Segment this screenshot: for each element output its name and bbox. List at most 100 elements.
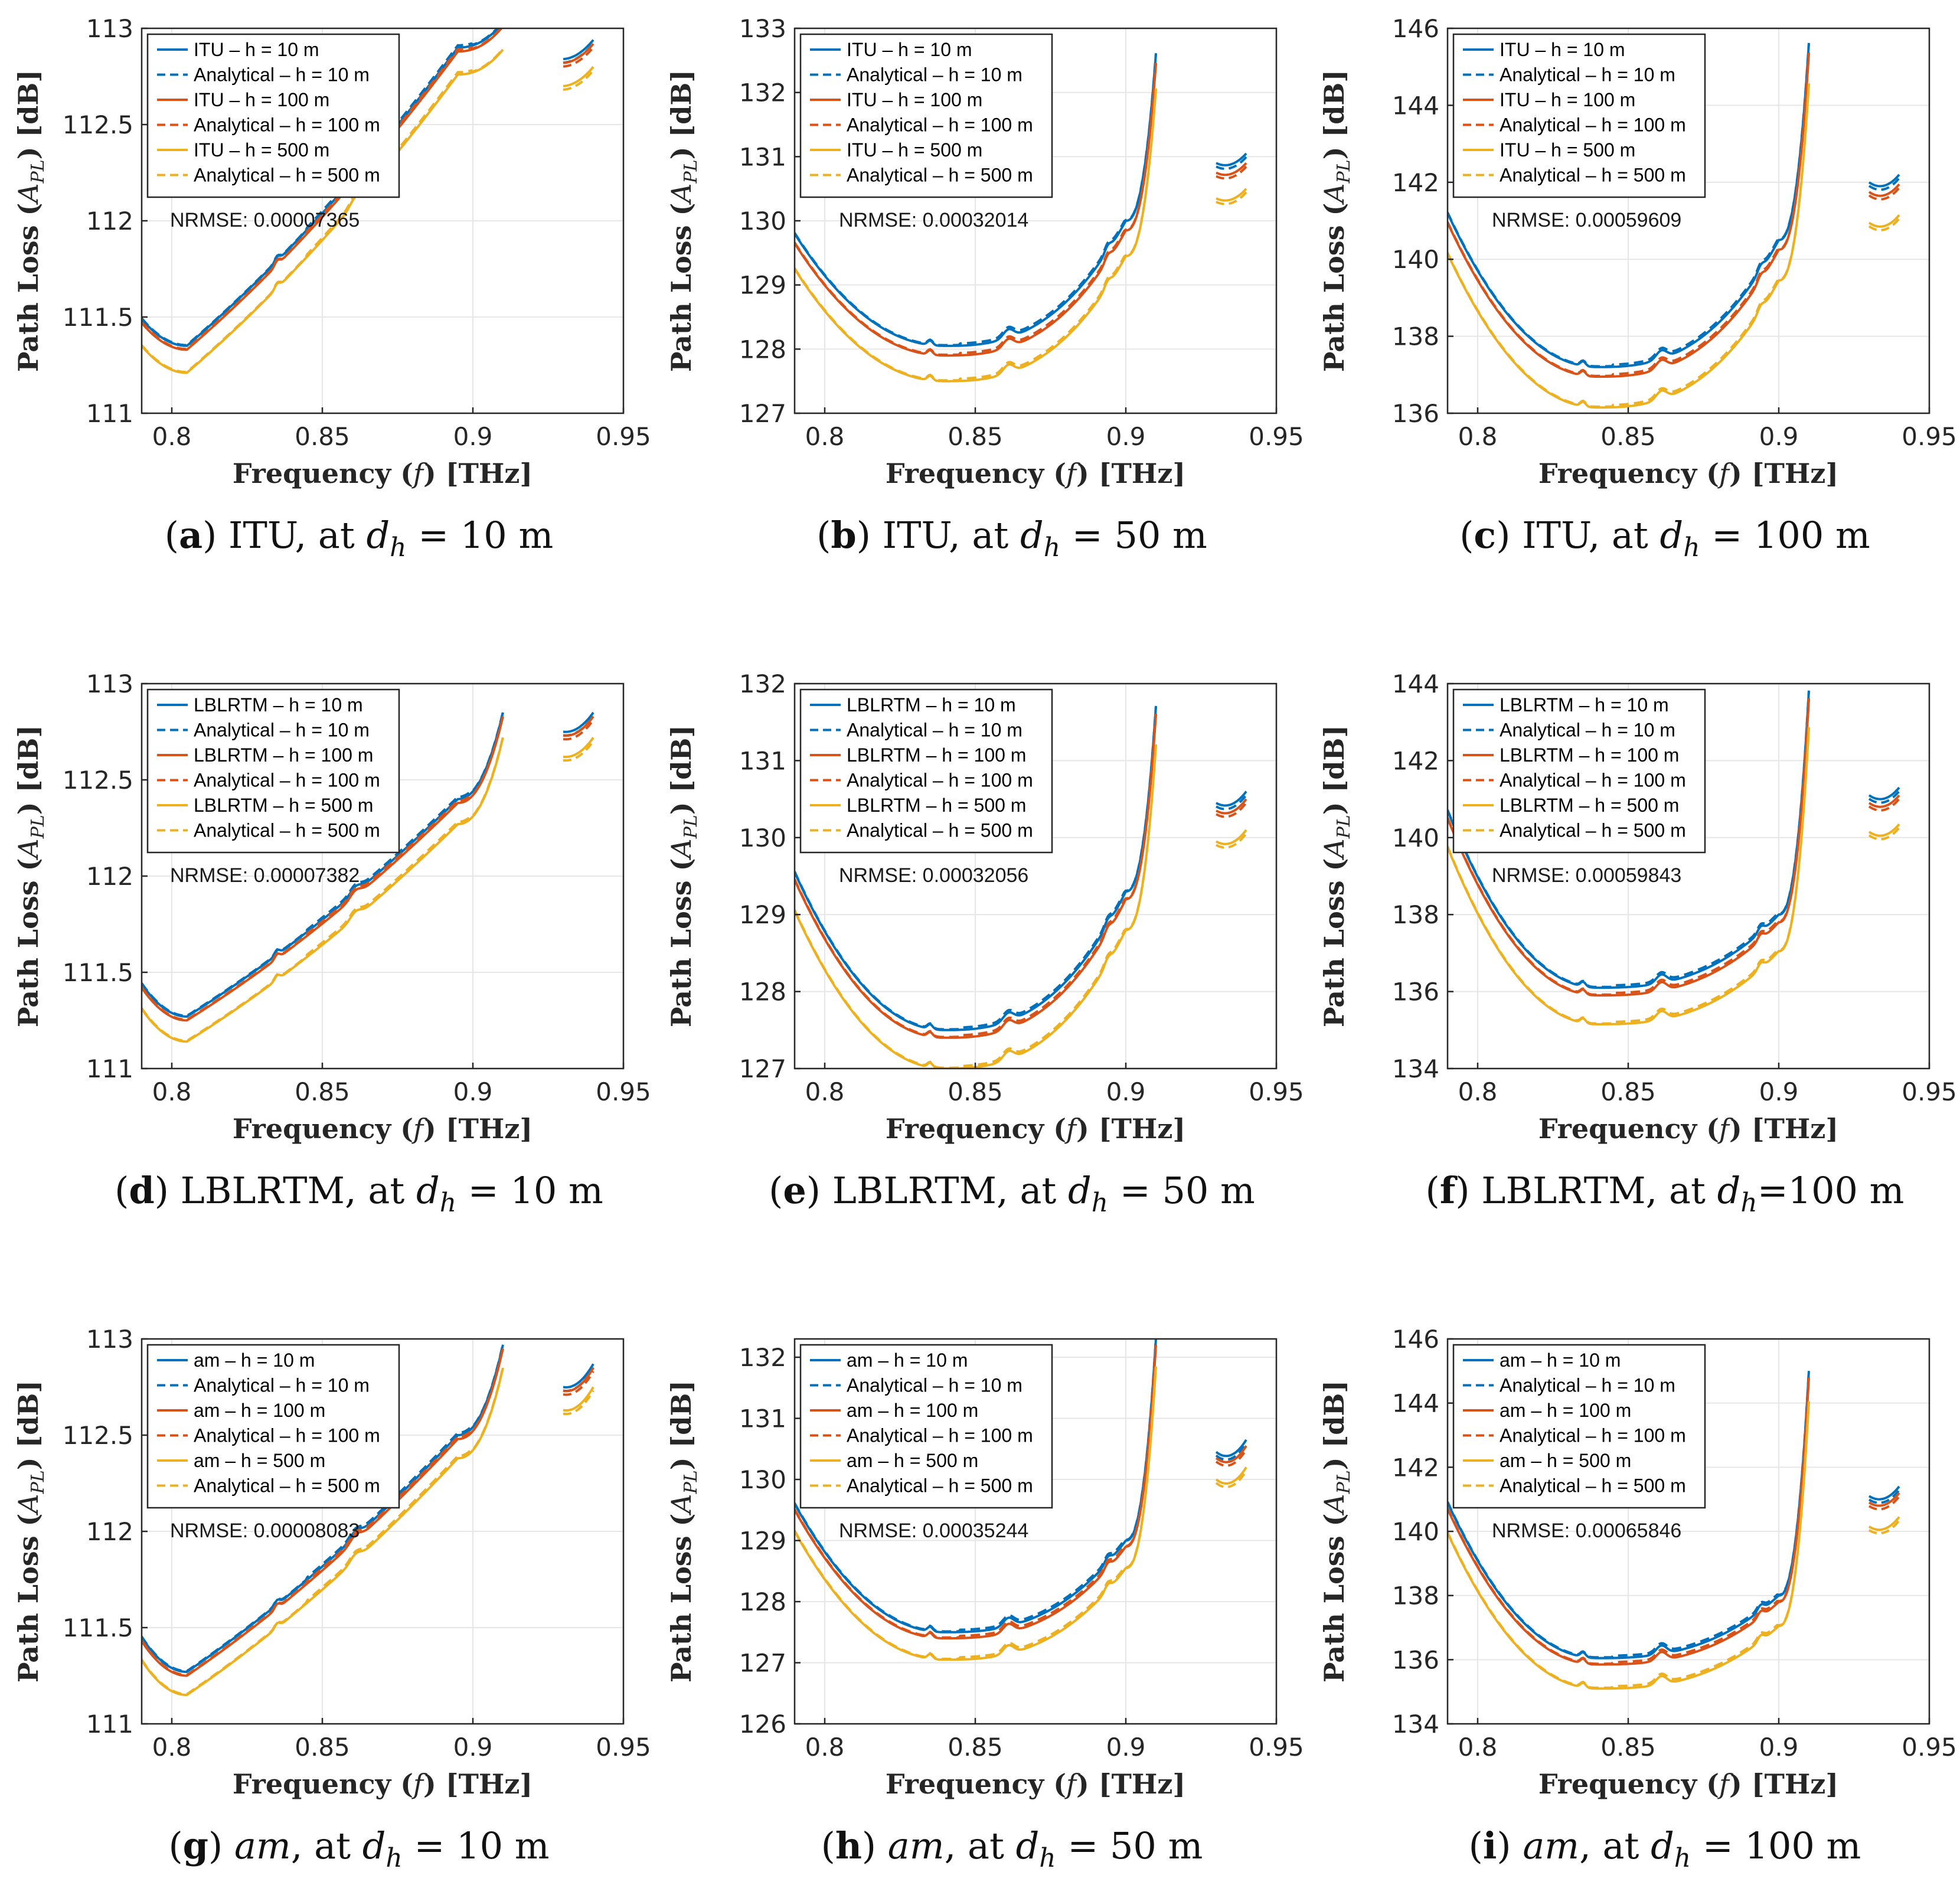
x-tick-label: 0.9 xyxy=(1759,1733,1799,1762)
x-tick-label: 0.9 xyxy=(1106,1733,1146,1762)
series-analytical-h100 xyxy=(142,1347,504,1677)
series-group xyxy=(795,53,1247,383)
y-axis-label: Path Loss (APL) [dB] xyxy=(1318,725,1354,1027)
panel-caption: (g) am, at dh = 10 m xyxy=(168,1824,549,1873)
series-tail-h100 xyxy=(563,716,594,737)
panel-caption: (b) ITU, at dh = 50 m xyxy=(816,514,1207,563)
y-tick-label: 130 xyxy=(739,1465,786,1494)
y-tick-label: 131 xyxy=(739,1404,786,1433)
series-tail-h10 xyxy=(1216,152,1247,166)
series-analytical-h500 xyxy=(795,744,1157,1069)
legend-entry: am – h = 10 m xyxy=(847,1350,968,1371)
chart-panel-c: 0.8 0.85 0.9 0.95 136 138 140 142 144 146 Frequenc… xyxy=(1318,14,1957,563)
legend-entry: LBLRTM – h = 10 m xyxy=(847,694,1016,716)
x-tick-label: 0.85 xyxy=(948,422,1003,451)
series-tail-analytical-h500 xyxy=(563,1390,594,1416)
legend: LBLRTM – h = 10 m Analytical – h = 10 m LB… xyxy=(1452,688,1706,854)
series-tail-h500 xyxy=(1216,829,1247,845)
x-tick-label: 0.95 xyxy=(1249,422,1304,451)
x-tick-label: 0.95 xyxy=(596,1733,651,1762)
panel-caption: (f) LBLRTM, at dh=100 m xyxy=(1426,1169,1905,1218)
x-tick-label: 0.9 xyxy=(1759,1077,1799,1106)
legend-entry: Analytical – h = 100 m xyxy=(194,115,380,136)
series-analytical-h100 xyxy=(1448,1376,1810,1665)
y-tick-label: 129 xyxy=(739,1527,786,1556)
series-analytical-h10 xyxy=(795,53,1157,347)
y-tick-label: 146 xyxy=(1392,14,1439,43)
x-tick-label: 0.85 xyxy=(295,1733,350,1762)
y-tick-label: 112 xyxy=(86,862,133,891)
x-tick-label: 0.9 xyxy=(453,1077,493,1106)
legend-box xyxy=(146,1344,400,1509)
legend-entry: Analytical – h = 10 m xyxy=(847,720,1023,741)
y-tick-label: 132 xyxy=(739,79,786,107)
series-tail-h10 xyxy=(1215,1439,1247,1458)
series-analytical-h100 xyxy=(142,715,504,1021)
series-tail-h10 xyxy=(1868,174,1900,188)
series-tail-analytical-h10 xyxy=(1216,794,1247,811)
series-tail-h100 xyxy=(1868,183,1900,197)
legend: ITU – h = 10 m Analytical – h = 10 m ITU –… xyxy=(1452,33,1706,198)
legend-entry: LBLRTM – h = 500 m xyxy=(1500,795,1679,816)
y-tick-label: 113 xyxy=(86,14,133,43)
series-analytical-h100 xyxy=(795,713,1157,1038)
series-tail-h10 xyxy=(1868,786,1900,801)
series-analytical-h10 xyxy=(795,1339,1157,1633)
series-analytical-h500 xyxy=(142,1367,504,1695)
series-group xyxy=(142,711,594,1043)
series-tail-analytical-h500 xyxy=(1216,832,1247,849)
y-tick-label: 140 xyxy=(1392,824,1439,852)
y-tick-label: 111.5 xyxy=(63,958,133,987)
x-axis-label: Frequency (f) [THz] xyxy=(233,458,533,489)
legend-entry: Analytical – h = 10 m xyxy=(847,64,1023,86)
series-tail-analytical-h100 xyxy=(563,46,594,68)
y-axis-label: Path Loss (APL) [dB] xyxy=(12,725,48,1027)
series-tail-analytical-h10 xyxy=(1215,1442,1247,1461)
y-axis-label: Path Loss (APL) [dB] xyxy=(665,1380,701,1683)
y-tick-label: 132 xyxy=(739,1343,786,1372)
legend-entry: am – h = 10 m xyxy=(194,1350,315,1371)
series-group xyxy=(795,1339,1247,1661)
axes-box xyxy=(1446,27,1930,414)
legend-entry: Analytical – h = 100 m xyxy=(847,770,1033,791)
series-tail-h10 xyxy=(563,711,594,733)
y-axis-label: Path Loss (APL) [dB] xyxy=(665,725,701,1027)
y-tick-label: 112.5 xyxy=(63,766,133,795)
y-axis-label: Path Loss (APL) [dB] xyxy=(12,1380,48,1683)
legend: am – h = 10 m Analytical – h = 10 m am – h… xyxy=(146,1344,400,1509)
y-tick-label: 112 xyxy=(86,1517,133,1546)
series-analytical-h500 xyxy=(1448,83,1810,408)
series-tail-analytical-h500 xyxy=(563,69,594,91)
legend-entry: ITU – h = 10 m xyxy=(194,39,319,60)
legend-entry: Analytical – h = 100 m xyxy=(194,770,380,791)
chart-panel-i: 0.8 0.85 0.9 0.95 134 136 138 140 142 144 146 Frequ… xyxy=(1318,1325,1957,1873)
chart-panel-a: 0.8 0.85 0.9 0.95 111 111.5 112 112.5 113 Frequen… xyxy=(12,14,651,563)
legend-entry: LBLRTM – h = 100 m xyxy=(847,744,1026,766)
series-analytical-h10 xyxy=(1448,1370,1810,1659)
legend-entry: LBLRTM – h = 100 m xyxy=(1500,744,1679,766)
nrmse-annotation: NRMSE: 0.00032014 xyxy=(839,209,1028,231)
x-axis-label: Frequency (f) [THz] xyxy=(1538,1768,1838,1800)
series-analytical-h100 xyxy=(1448,52,1810,377)
series-tail-h10 xyxy=(1216,790,1247,807)
y-tick-label: 111 xyxy=(86,1054,133,1083)
legend-entry: ITU – h = 100 m xyxy=(847,89,982,110)
legend-box xyxy=(799,33,1053,198)
axes-box xyxy=(1446,682,1930,1070)
legend-entry: am – h = 500 m xyxy=(194,1450,325,1471)
legend: LBLRTM – h = 10 m Analytical – h = 10 m LB… xyxy=(146,688,400,854)
chart-panel-d: 0.8 0.85 0.9 0.95 111 111.5 112 112.5 113 Frequen… xyxy=(12,669,651,1218)
y-tick-label: 138 xyxy=(1392,322,1439,351)
x-tick-label: 0.95 xyxy=(1902,422,1957,451)
series-tail-h100 xyxy=(1868,794,1900,808)
series-analytical-h10 xyxy=(142,28,499,347)
legend: am – h = 10 m Analytical – h = 10 m am – h… xyxy=(799,1344,1053,1509)
x-tick-label: 0.9 xyxy=(453,422,493,451)
legend-entry: Analytical – h = 500 m xyxy=(847,1475,1033,1497)
y-tick-label: 144 xyxy=(1392,91,1439,120)
y-tick-label: 144 xyxy=(1392,1389,1439,1418)
y-tick-label: 127 xyxy=(739,1649,786,1678)
legend-entry: Analytical – h = 10 m xyxy=(847,1375,1023,1396)
series-itu-h500 xyxy=(142,48,504,374)
x-tick-label: 0.8 xyxy=(805,422,845,451)
